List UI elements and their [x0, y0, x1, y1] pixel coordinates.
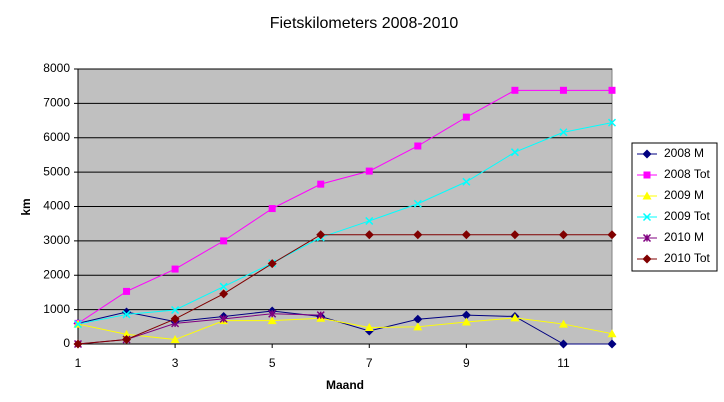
marker [558, 230, 568, 240]
marker [365, 167, 373, 175]
marker [316, 230, 326, 240]
marker [413, 230, 423, 240]
y-tick-label: 3000 [43, 233, 70, 247]
legend-box [631, 142, 718, 272]
marker [642, 254, 652, 264]
marker [414, 142, 422, 150]
x-tick-label: 5 [269, 356, 276, 370]
marker [462, 177, 471, 186]
marker [413, 322, 423, 331]
marker [122, 329, 132, 338]
y-tick-label: 6000 [43, 130, 70, 144]
marker [219, 282, 228, 291]
x-tick-label: 3 [172, 356, 179, 370]
marker [558, 339, 568, 349]
marker [643, 171, 651, 179]
marker [268, 205, 276, 213]
marker [171, 305, 180, 314]
marker [558, 319, 568, 328]
marker [642, 233, 652, 243]
marker [170, 314, 180, 324]
marker [267, 316, 277, 325]
marker [123, 287, 131, 295]
marker [364, 323, 374, 331]
marker [511, 86, 519, 94]
series-line [77, 317, 613, 341]
marker [607, 339, 617, 349]
marker [171, 265, 179, 273]
y-tick-label: 1000 [43, 302, 70, 316]
x-tick-label: 9 [463, 356, 470, 370]
marker [219, 314, 228, 323]
marker [122, 310, 131, 319]
marker [642, 191, 652, 200]
marker [413, 314, 423, 324]
series-line [77, 310, 612, 345]
x-tick-label: 11 [557, 356, 570, 370]
marker [642, 212, 652, 222]
marker [170, 335, 180, 344]
marker [268, 309, 277, 318]
marker [364, 230, 374, 240]
marker [607, 329, 617, 338]
marker [219, 289, 229, 299]
marker [73, 339, 83, 349]
marker [317, 180, 325, 188]
series-line [77, 234, 612, 345]
x-tick-label: 1 [75, 356, 82, 370]
marker [461, 230, 471, 240]
marker [462, 113, 470, 121]
marker [607, 118, 617, 127]
legend-label: 2009 Tot [664, 209, 710, 223]
marker [608, 86, 616, 94]
marker [365, 216, 374, 225]
marker [461, 310, 471, 320]
marker [510, 148, 519, 157]
x-tick-label: 7 [366, 356, 373, 370]
marker [642, 149, 652, 159]
marker [220, 237, 228, 245]
marker [73, 320, 83, 329]
y-tick-label: 0 [63, 336, 70, 350]
legend-label: 2008 Tot [664, 167, 710, 181]
y-tick-label: 4000 [43, 199, 70, 213]
marker [510, 230, 520, 240]
chart-title: Fietskilometers 2008-2010 [270, 15, 459, 32]
marker [316, 311, 325, 320]
marker [267, 259, 277, 269]
marker [122, 335, 132, 345]
marker [607, 230, 617, 240]
y-tick-label: 7000 [43, 96, 70, 110]
marker [559, 86, 567, 94]
series-line [77, 89, 612, 324]
legend-label: 2008 M [664, 146, 704, 160]
marker [510, 313, 520, 322]
legend-label: 2009 M [664, 188, 704, 202]
legend-label: 2010 M [664, 230, 704, 244]
legend-label: 2010 Tot [664, 251, 710, 265]
y-tick-label: 5000 [43, 164, 70, 178]
x-axis-label: Maand [326, 378, 364, 392]
y-tick-label: 2000 [43, 267, 70, 281]
series-line [77, 122, 613, 325]
y-axis-label: km [19, 198, 33, 215]
marker [461, 317, 471, 326]
marker [413, 199, 422, 208]
y-tick-label: 8000 [43, 61, 70, 75]
marker [559, 128, 568, 137]
